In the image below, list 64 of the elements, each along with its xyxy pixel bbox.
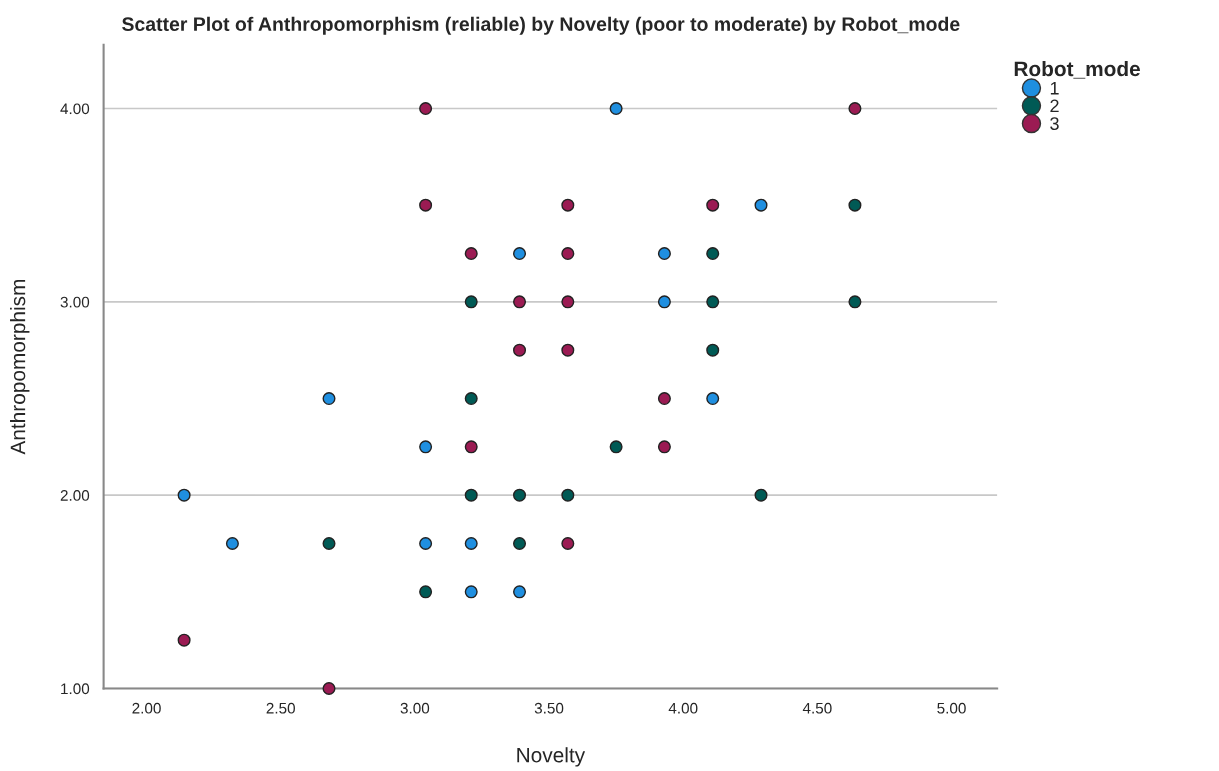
point <box>464 585 478 599</box>
x-tick-label: 4.50 <box>802 702 832 714</box>
y-tick-label: 3.00 <box>60 296 90 308</box>
point <box>464 537 478 551</box>
point <box>657 392 671 406</box>
legend-label: 3 <box>1050 117 1059 131</box>
point <box>657 440 671 454</box>
point <box>513 488 527 502</box>
point <box>513 343 527 357</box>
chart-title: Scatter Plot of Anthropomorphism (reliable) by Novelty (poor to moderate) by Robot_mode <box>122 16 960 35</box>
point <box>848 198 862 212</box>
point <box>419 585 433 599</box>
point <box>609 440 623 454</box>
legend-label: 1 <box>1050 81 1059 95</box>
point <box>225 537 239 551</box>
point <box>322 681 336 696</box>
point <box>754 488 768 502</box>
point <box>561 537 575 551</box>
point <box>177 488 191 502</box>
point <box>657 295 671 309</box>
point <box>706 198 720 212</box>
point <box>561 198 575 212</box>
point <box>177 633 191 647</box>
x-tick-label: 5.00 <box>937 702 966 714</box>
point <box>561 343 575 357</box>
point <box>419 102 433 116</box>
point <box>513 537 527 551</box>
x-tick-label: 2.00 <box>132 702 161 714</box>
point <box>464 392 478 406</box>
legend-label: 2 <box>1050 99 1059 113</box>
y-axis-title: Anthropomorphism <box>10 279 30 455</box>
point <box>464 488 478 502</box>
point <box>561 488 575 502</box>
point <box>609 102 623 116</box>
x-tick-label: 4.00 <box>668 702 698 714</box>
x-tick-label: 2.50 <box>266 702 295 714</box>
point <box>513 585 527 599</box>
point <box>513 295 527 309</box>
x-tick-label: 3.00 <box>400 702 430 714</box>
point <box>706 343 720 357</box>
point <box>322 537 336 551</box>
point <box>464 295 478 309</box>
point <box>561 247 575 261</box>
y-tick-label: 2.00 <box>60 490 90 501</box>
x-tick-label: 3.50 <box>534 702 564 714</box>
point <box>419 537 433 551</box>
point <box>322 392 336 406</box>
point <box>561 295 575 309</box>
x-axis-title: Novelty <box>517 747 586 767</box>
point <box>706 392 720 406</box>
legend-title: Robot_mode <box>1014 60 1140 79</box>
point <box>464 247 478 261</box>
point <box>706 295 720 309</box>
point <box>419 198 433 212</box>
point <box>848 295 862 309</box>
point <box>464 440 478 454</box>
y-tick-label: 1.00 <box>61 683 90 695</box>
point <box>513 247 527 261</box>
point <box>657 247 671 261</box>
point <box>419 440 433 454</box>
point <box>706 247 720 261</box>
y-tick-label: 4.00 <box>60 103 90 115</box>
point <box>754 198 768 212</box>
point <box>848 102 862 116</box>
